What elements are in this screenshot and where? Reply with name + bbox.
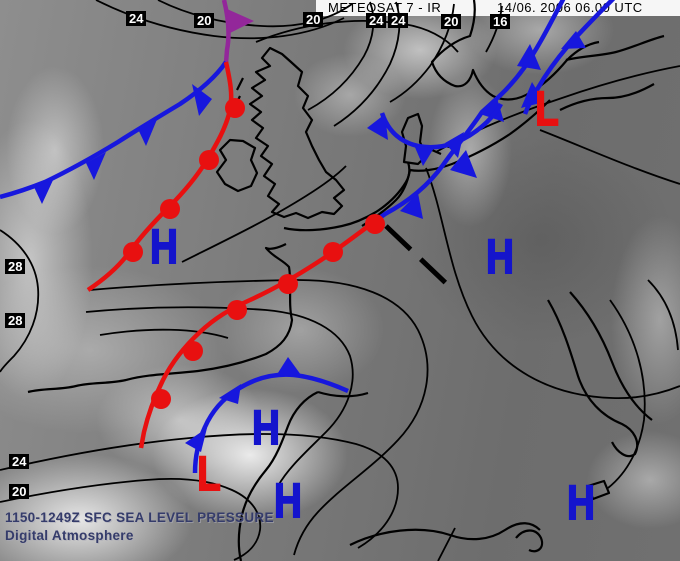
warm-front-semicircle: [365, 214, 385, 234]
isobar-label: 20: [441, 14, 462, 29]
header-bar: [316, 0, 680, 16]
coastline-north-sea-german: [361, 99, 551, 227]
coastline-scandinavia: [430, 0, 600, 101]
cold-front-triangle: [192, 84, 212, 116]
isobar-label: 16: [490, 14, 511, 29]
pressure-center-high: H: [273, 475, 302, 529]
isobar-line: [425, 167, 680, 400]
pressure-center-high: H: [485, 231, 514, 285]
isobar-line: [0, 478, 262, 561]
isobar-label: 28: [5, 313, 26, 328]
isobar-label: 20: [9, 484, 30, 499]
cold-front-triangle: [86, 152, 106, 180]
warm-front-semicircle: [151, 389, 171, 409]
isobar-line: [99, 328, 229, 339]
cold-front-triangle: [414, 145, 434, 166]
isobar-line: [181, 165, 347, 263]
isobar-line: [89, 279, 429, 556]
isobar-line: [539, 129, 680, 185]
isobar-label: 28: [5, 259, 26, 274]
pressure-center-low: L: [534, 83, 559, 137]
cold-front-triangle: [521, 82, 544, 108]
software-credit: Digital Atmosphere: [5, 528, 134, 543]
datetime-label: 14/06. 2006 06.00 UTC: [497, 0, 643, 15]
cold-front-triangle: [445, 132, 464, 158]
satellite-product-label: METEOSAT 7 - IR: [328, 0, 442, 15]
cold-front-triangle: [450, 150, 477, 178]
isobar-label: 20: [194, 13, 215, 28]
isobar-line: [647, 279, 679, 351]
cold-front-denmark: [367, 102, 504, 166]
pressure-center-high: H: [566, 477, 595, 531]
coastline-baltic-southeast: [559, 83, 655, 111]
isobar-line: [485, 5, 503, 53]
cold-front-iberia: [185, 357, 349, 474]
cold-front-triangle: [138, 117, 158, 146]
isobar-line: [607, 299, 646, 489]
isobar-label: 24: [388, 13, 409, 28]
coastline-italy-adriatic: [569, 291, 653, 421]
coastline-gulf-of-finland: [565, 34, 665, 62]
analysis-caption: 1150-1249Z SFC SEA LEVEL PRESSURE: [5, 510, 274, 525]
cold-front-triangle: [276, 357, 301, 376]
pressure-center-high: H: [149, 221, 178, 275]
isobar-line: [157, 0, 353, 28]
isobar-line: [0, 229, 40, 373]
coastline-italy-west: [547, 299, 639, 458]
coastline-mediterranean-spain: [237, 390, 369, 561]
pressure-center-low: L: [196, 448, 221, 502]
warm-front-semicircle: [199, 150, 219, 170]
coastline-north-africa: [349, 522, 541, 546]
warm-front-semicircle: [123, 242, 143, 262]
cold-front-triangle: [219, 384, 241, 404]
warm-front-main: [138, 214, 385, 449]
occluded-front-triangle: [227, 9, 254, 34]
cold-front-atlantic: [0, 60, 228, 204]
warm-front-semicircle: [160, 199, 180, 219]
cold-front-triangle: [561, 31, 586, 49]
occluded-front: [221, 0, 254, 64]
cold-front-scandinavia: [521, 0, 616, 115]
cold-front-line: [0, 60, 228, 200]
warm-front-semicircle: [225, 98, 245, 118]
warm-front-semicircle: [183, 341, 203, 361]
cold-front-triangle: [34, 178, 54, 204]
coastline-great-britain: [248, 46, 346, 220]
cold-front-triangle: [400, 193, 423, 219]
cold-front-triangle: [517, 44, 541, 70]
isobar-line: [85, 306, 354, 487]
isobar-line: [437, 527, 456, 561]
isobar-label: 24: [9, 454, 30, 469]
cold-front-north-sea: [376, 0, 566, 221]
coastlines-layer: [27, 0, 665, 561]
cold-front-triangle: [367, 114, 388, 140]
isobar-label: 20: [303, 12, 324, 27]
warm-front-semicircle: [227, 300, 247, 320]
coastline-ireland: [215, 138, 259, 193]
coastline-north-africa-east: [515, 529, 544, 553]
isobar-label: 24: [126, 11, 147, 26]
coastline-sicily: [586, 479, 611, 501]
cold-front-triangle: [185, 428, 207, 452]
isobar-line: [0, 433, 399, 549]
trough-dashed-line: [384, 224, 454, 291]
coastline-france-west-iberia: [27, 243, 294, 394]
coastline-france-north: [283, 161, 411, 232]
warm-front-west: [86, 61, 245, 292]
warm-front-semicircle: [278, 274, 298, 294]
isobar-label: 24: [366, 13, 387, 28]
warm-front-semicircle: [323, 242, 343, 262]
pressure-center-high: H: [251, 402, 280, 456]
cold-front-triangle: [480, 98, 504, 122]
cold-front-line: [376, 0, 566, 221]
